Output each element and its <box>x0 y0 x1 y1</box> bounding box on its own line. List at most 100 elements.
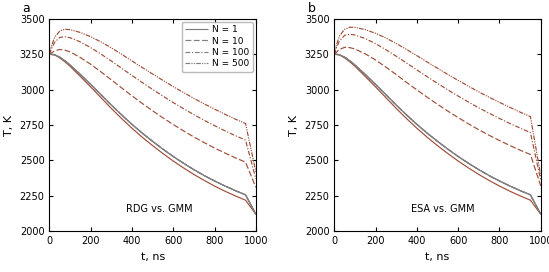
N = 1 <box>87 85 94 89</box>
N = 100 <box>61 35 68 38</box>
N = 10 <box>191 135 197 139</box>
N = 500 <box>180 91 187 94</box>
N = 10 <box>139 102 145 105</box>
N = 10 <box>51 49 58 52</box>
N = 100 <box>128 74 135 77</box>
N = 100 <box>67 36 74 39</box>
N = 100 <box>180 107 187 110</box>
N = 500 <box>139 66 145 69</box>
Line: N = 500: N = 500 <box>49 29 256 172</box>
N = 100 <box>57 36 63 39</box>
N = 500 <box>48 44 55 48</box>
N = 500 <box>253 170 259 174</box>
Text: RDG vs. GMM: RDG vs. GMM <box>126 204 192 214</box>
N = 100 <box>149 88 156 91</box>
N = 1 <box>57 56 63 60</box>
N = 1 <box>180 166 187 170</box>
N = 500 <box>87 35 94 38</box>
N = 1 <box>222 190 228 193</box>
N = 500 <box>51 36 58 39</box>
N = 1 <box>46 53 53 56</box>
N = 10 <box>180 129 187 132</box>
N = 10 <box>222 151 228 154</box>
N = 500 <box>149 72 156 76</box>
N = 100 <box>46 53 53 56</box>
N = 10 <box>149 109 156 112</box>
Line: N = 10: N = 10 <box>49 50 256 187</box>
N = 10 <box>128 94 135 97</box>
N = 100 <box>242 138 249 142</box>
N = 500 <box>242 122 249 125</box>
N = 500 <box>160 79 166 82</box>
N = 100 <box>222 129 228 132</box>
N = 10 <box>57 48 63 51</box>
N = 500 <box>191 97 197 100</box>
N = 1 <box>48 53 55 56</box>
N = 10 <box>61 48 68 52</box>
N = 1 <box>211 184 218 188</box>
N = 10 <box>108 78 115 82</box>
N = 100 <box>139 81 145 84</box>
N = 1 <box>98 96 104 99</box>
N = 10 <box>67 50 74 54</box>
N = 100 <box>191 113 197 116</box>
N = 500 <box>57 29 63 33</box>
N = 10 <box>87 63 94 66</box>
N = 500 <box>128 59 135 63</box>
N = 10 <box>253 186 259 189</box>
N = 10 <box>119 86 125 89</box>
N = 10 <box>98 70 104 73</box>
N = 100 <box>77 40 83 44</box>
N = 10 <box>170 123 177 126</box>
N = 100 <box>160 94 166 98</box>
N = 500 <box>211 107 218 111</box>
Y-axis label: T, K: T, K <box>4 115 14 136</box>
N = 1 <box>139 136 145 139</box>
N = 10 <box>46 53 53 56</box>
X-axis label: t, ns: t, ns <box>425 252 450 262</box>
N = 10 <box>160 116 166 119</box>
N = 500 <box>67 28 74 31</box>
N = 10 <box>77 56 83 59</box>
N = 500 <box>108 46 115 50</box>
N = 1 <box>128 126 135 130</box>
Y-axis label: T, K: T, K <box>289 115 299 136</box>
Text: ESA vs. GMM: ESA vs. GMM <box>411 204 474 214</box>
N = 1 <box>160 152 166 155</box>
N = 100 <box>211 124 218 127</box>
N = 1 <box>119 117 125 120</box>
Text: b: b <box>307 2 315 15</box>
N = 1 <box>67 65 74 68</box>
N = 100 <box>119 67 125 70</box>
N = 500 <box>222 113 228 116</box>
N = 1 <box>77 75 83 78</box>
N = 100 <box>108 59 115 63</box>
N = 1 <box>61 60 68 63</box>
N = 1 <box>108 107 115 110</box>
N = 100 <box>98 52 104 56</box>
N = 500 <box>98 40 104 44</box>
N = 500 <box>232 118 238 121</box>
N = 1 <box>201 179 208 182</box>
N = 1 <box>242 199 249 202</box>
N = 100 <box>232 134 238 137</box>
N = 10 <box>48 51 55 55</box>
N = 10 <box>242 160 249 164</box>
N = 1 <box>51 53 58 57</box>
N = 500 <box>61 27 68 31</box>
N = 100 <box>201 119 208 122</box>
N = 1 <box>170 159 177 163</box>
N = 10 <box>232 156 238 159</box>
N = 1 <box>191 173 197 176</box>
N = 1 <box>253 213 259 216</box>
N = 500 <box>201 102 208 106</box>
N = 1 <box>232 194 238 197</box>
X-axis label: t, ns: t, ns <box>141 252 165 262</box>
N = 100 <box>51 41 58 44</box>
N = 100 <box>253 177 259 181</box>
Line: N = 1: N = 1 <box>49 54 256 214</box>
N = 100 <box>48 47 55 50</box>
N = 100 <box>170 101 177 104</box>
N = 500 <box>77 31 83 34</box>
N = 10 <box>211 146 218 150</box>
